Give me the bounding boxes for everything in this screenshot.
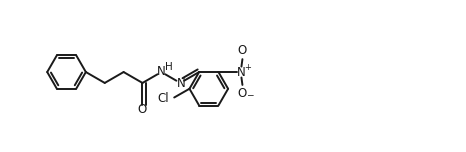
Text: N: N bbox=[177, 77, 185, 90]
Text: N: N bbox=[237, 66, 246, 79]
Text: −: − bbox=[246, 90, 254, 99]
Text: N: N bbox=[157, 65, 166, 78]
Text: Cl: Cl bbox=[157, 92, 169, 105]
Text: O: O bbox=[238, 44, 247, 57]
Text: H: H bbox=[165, 62, 173, 72]
Text: O: O bbox=[138, 103, 147, 116]
Text: +: + bbox=[245, 63, 251, 72]
Text: O: O bbox=[238, 87, 247, 100]
